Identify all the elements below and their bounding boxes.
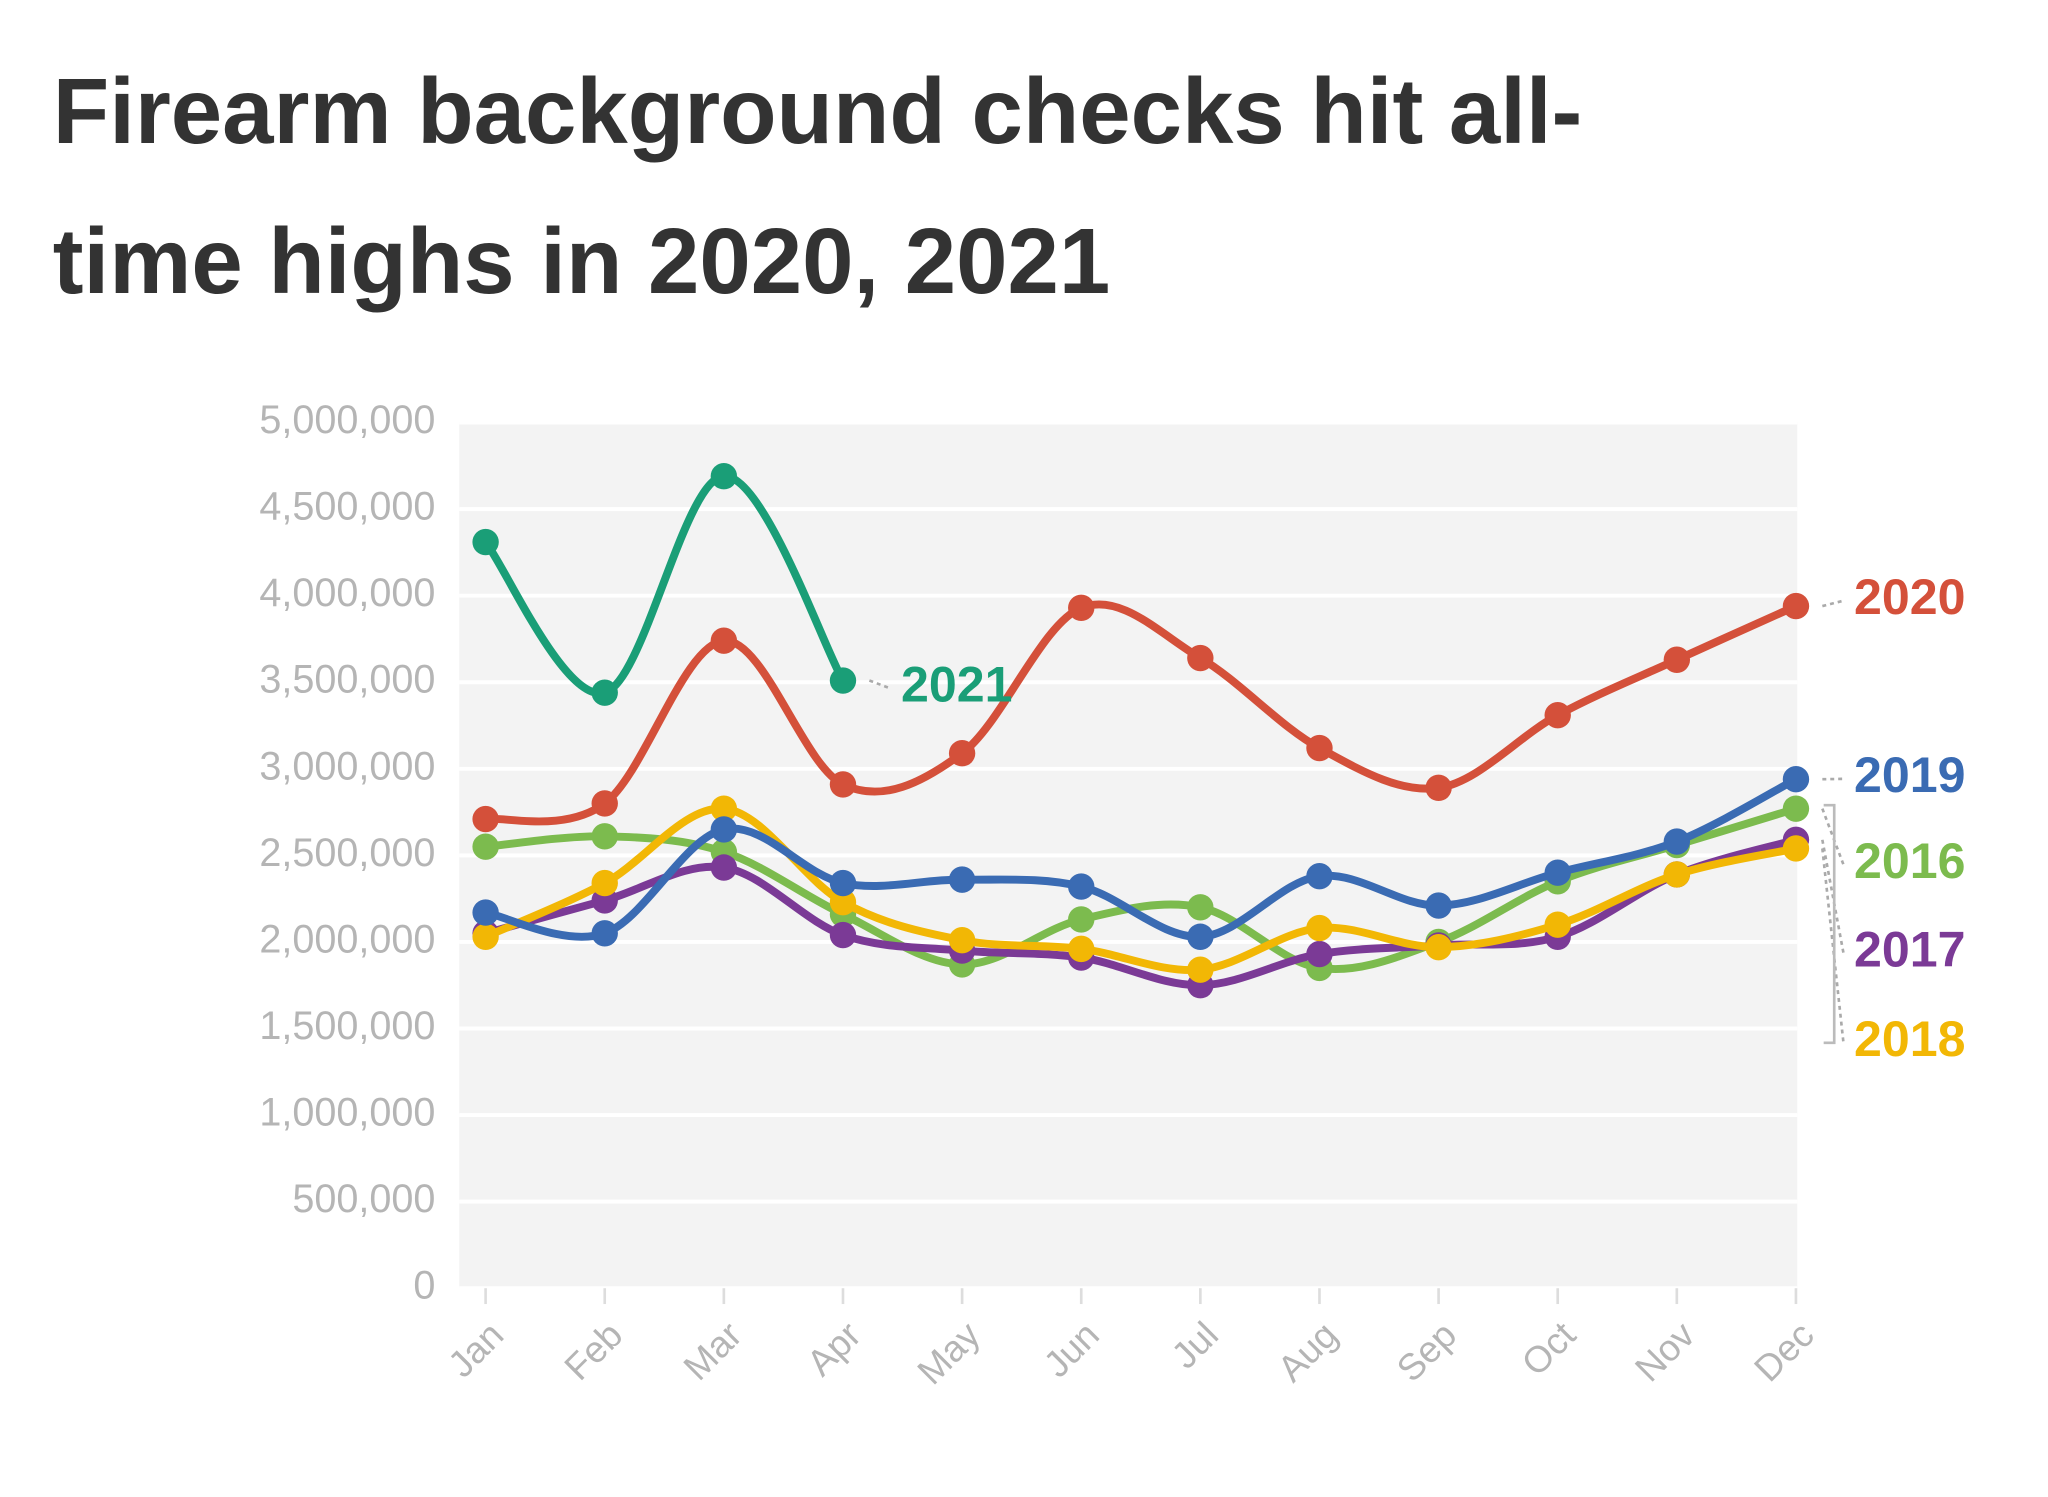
point xyxy=(1187,923,1214,950)
y-tick-label: 1,500,000 xyxy=(259,1004,435,1048)
point xyxy=(829,888,857,916)
point xyxy=(1068,873,1095,900)
x-tick-label: Oct xyxy=(1514,1314,1584,1384)
point xyxy=(1306,734,1333,762)
x-tick-label: Aug xyxy=(1270,1314,1345,1389)
series-label: 2019 xyxy=(1854,747,1966,803)
y-tick-label: 2,000,000 xyxy=(259,917,435,961)
point xyxy=(1544,911,1571,938)
point xyxy=(710,627,738,654)
point xyxy=(591,790,618,817)
series-label: 2016 xyxy=(1854,833,1966,889)
x-tick-label: Nov xyxy=(1627,1314,1703,1390)
y-tick-label: 0 xyxy=(413,1264,435,1308)
point xyxy=(1187,894,1214,921)
point xyxy=(1068,935,1095,963)
point xyxy=(710,816,738,843)
series-label: 2021 xyxy=(901,657,1013,713)
x-tick-label: Jan xyxy=(440,1314,511,1385)
series-label: 2017 xyxy=(1854,921,1966,977)
point xyxy=(472,833,499,860)
point xyxy=(710,854,738,881)
y-tick-label: 1,000,000 xyxy=(259,1091,435,1135)
point xyxy=(1782,592,1810,620)
x-tick-label: Apr xyxy=(799,1314,869,1384)
x-tick-label: Mar xyxy=(676,1314,750,1388)
point xyxy=(591,823,618,850)
point xyxy=(1068,906,1095,933)
label-leader xyxy=(1821,808,1845,866)
point xyxy=(1306,940,1333,968)
point xyxy=(591,869,618,897)
point xyxy=(1425,933,1452,961)
point xyxy=(829,869,857,897)
point xyxy=(1544,701,1571,729)
y-tick-label: 3,000,000 xyxy=(259,744,435,788)
point xyxy=(710,795,738,822)
y-tick-label: 5,000,000 xyxy=(259,398,435,442)
point xyxy=(1187,644,1214,672)
y-axis-label: Firearm Background Checks (FBI xyxy=(100,667,151,1333)
x-tick-label: Dec xyxy=(1746,1314,1821,1389)
x-tick-label: May xyxy=(910,1314,989,1393)
y-tick-label: 4,000,000 xyxy=(259,571,435,615)
series-label: 2020 xyxy=(1854,569,1966,625)
chart-title: Firearm background checks hit all- xyxy=(53,59,1583,163)
point xyxy=(1425,774,1452,802)
point xyxy=(1663,646,1691,673)
point xyxy=(591,920,618,947)
series-line xyxy=(481,472,847,697)
point xyxy=(948,866,976,893)
label-leader xyxy=(1822,599,1844,608)
label-bracket xyxy=(1823,803,1836,1045)
point xyxy=(829,667,857,694)
y-tick-label: 500,000 xyxy=(292,1177,435,1221)
point xyxy=(472,528,499,556)
x-tick-label: Jul xyxy=(1164,1314,1226,1376)
point xyxy=(829,921,857,949)
point xyxy=(1306,914,1333,942)
point xyxy=(1306,862,1333,890)
point xyxy=(591,679,618,706)
point xyxy=(1068,594,1095,622)
point xyxy=(948,927,976,954)
point xyxy=(472,899,499,926)
point xyxy=(1782,795,1810,822)
point xyxy=(829,771,857,798)
y-tick-label: 3,500,000 xyxy=(259,658,435,702)
point xyxy=(710,463,738,490)
y-tick-label: 4,500,000 xyxy=(259,485,435,529)
point xyxy=(1544,859,1571,886)
point xyxy=(472,805,499,833)
point xyxy=(1187,956,1214,983)
point xyxy=(472,923,499,950)
point xyxy=(1782,766,1810,793)
series-line xyxy=(481,835,1800,990)
point xyxy=(948,740,976,767)
series-label: 2018 xyxy=(1854,1011,1966,1067)
point xyxy=(1663,861,1691,888)
y-tick-label: 2,500,000 xyxy=(259,831,435,875)
x-tick-label: Feb xyxy=(556,1314,630,1388)
x-tick-label: Jun xyxy=(1036,1314,1107,1385)
point xyxy=(1663,828,1691,855)
x-tick-label: Sep xyxy=(1389,1314,1464,1389)
label-leader xyxy=(868,679,891,690)
chart-title: time highs in 2020, 2021 xyxy=(53,209,1111,313)
point xyxy=(1425,892,1452,919)
point xyxy=(1782,835,1810,862)
